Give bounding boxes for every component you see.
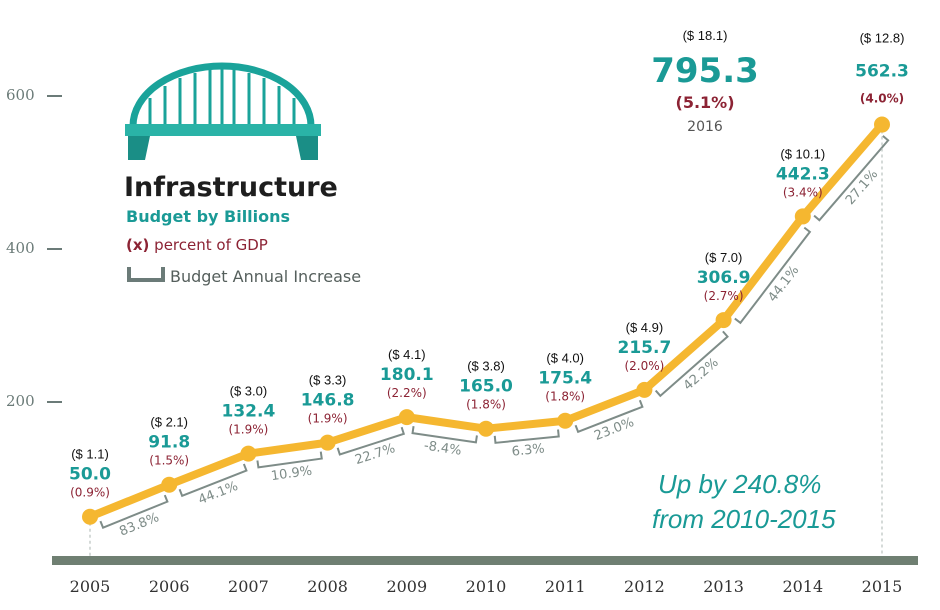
value-label: 91.8: [148, 433, 190, 453]
value-label: 165.0: [459, 377, 513, 397]
increase-bracket: [411, 426, 478, 444]
chart-subtitle: Budget by Billions: [126, 207, 290, 226]
data-point: [240, 445, 257, 462]
annotation-line-1: Up by 240.8%: [658, 469, 821, 499]
gdp-label: (1.9%): [228, 423, 268, 437]
gdp-label: (2.7%): [704, 289, 744, 303]
billion-label: ($ 4.9): [626, 320, 664, 335]
chart-title: Infrastructure: [124, 172, 338, 203]
increase-label: -8.4%: [423, 438, 462, 458]
increase-label: 83.8%: [117, 510, 161, 539]
data-point: [161, 476, 178, 493]
y-tick-400: 400: [6, 239, 35, 257]
value-label: 442.3: [776, 164, 830, 184]
increase-bracket: [654, 330, 729, 398]
y-tick-600: 600: [6, 86, 35, 104]
callout-2016-year: 2016: [687, 119, 723, 135]
value-label: 215.7: [618, 338, 672, 358]
billion-label: ($ 2.1): [150, 415, 188, 430]
billion-label: ($ 4.0): [546, 351, 584, 366]
increase-label: 22.7%: [353, 441, 397, 468]
billion-label: ($ 3.0): [230, 384, 268, 399]
x-tick-label: 2014: [782, 577, 823, 596]
x-tick-label: 2005: [70, 577, 111, 596]
x-axis-baseline: [52, 556, 918, 565]
billion-label: ($ 1.1): [71, 447, 109, 462]
callout-2016-value: 795.3: [651, 51, 759, 91]
data-points: [82, 116, 890, 525]
increase-label: 10.9%: [270, 464, 313, 485]
data-labels: ($ 1.1) 50.0(0.9%) ($ 2.1) 91.8(1.5%) ($ 3.0…: [69, 31, 909, 500]
legend-bracket-icon: [127, 267, 165, 282]
value-label: 132.4: [222, 402, 276, 422]
billion-label: ($ 10.1): [780, 146, 825, 161]
increase-label: 6.3%: [511, 441, 545, 459]
gdp-label: (1.5%): [149, 454, 189, 468]
x-axis: 2005 2006 2007 2008 2009 2010 2011 2012 2013 2014…: [70, 577, 903, 596]
increase-bracket: [336, 426, 406, 456]
gdp-label: (1.9%): [308, 412, 348, 426]
data-point: [794, 208, 811, 225]
x-tick-label: 2015: [862, 577, 903, 596]
increase-bracket: [178, 463, 248, 498]
x-tick-label: 2011: [545, 577, 586, 596]
data-point: [82, 508, 98, 525]
bridge-icon: [125, 62, 321, 160]
x-tick-label: 2010: [466, 577, 507, 596]
callout-2016-pct: (5.1%): [676, 93, 735, 112]
increase-bracket: [256, 451, 323, 469]
data-point: [398, 409, 415, 426]
increase-bracket: [493, 429, 560, 444]
x-tick-label: 2008: [307, 577, 348, 596]
value-label: 175.4: [538, 369, 592, 389]
x-tick-label: 2009: [386, 577, 427, 596]
value-label: 180.1: [380, 365, 434, 385]
data-point: [557, 412, 574, 429]
gdp-label: (2.2%): [387, 386, 427, 400]
y-axis: 600 400 200: [6, 86, 62, 410]
callout-2016-billion: ($ 18.1): [683, 28, 728, 43]
x-tick-label: 2007: [228, 577, 269, 596]
value-label: 562.3: [855, 62, 909, 82]
value-label: 146.8: [301, 391, 355, 411]
value-label: 306.9: [697, 268, 751, 288]
billion-label: ($ 7.0): [705, 250, 743, 265]
billion-label: ($ 4.1): [388, 347, 426, 362]
y-tick-200: 200: [6, 392, 35, 410]
gdp-label: (4.0%): [860, 92, 904, 106]
gdp-label: (2.0%): [624, 359, 664, 373]
data-point: [715, 312, 732, 329]
billion-label: ($ 12.8): [860, 31, 905, 46]
data-point: [874, 116, 890, 133]
gdp-label: (1.8%): [466, 398, 506, 412]
increase-bracket: [813, 135, 890, 222]
annotation-line-2: from 2010-2015: [652, 504, 836, 534]
billion-label: ($ 3.3): [309, 373, 347, 388]
callout-2016: ($ 18.1) 795.3 (5.1%) 2016: [651, 28, 759, 135]
increase-bracket: [99, 494, 169, 529]
guide-lines: [89, 130, 883, 556]
x-tick-label: 2006: [149, 577, 190, 596]
increase-label: 44.1%: [196, 479, 240, 508]
legend-gdp: (x) percent of GDP: [126, 236, 268, 254]
data-point: [319, 434, 336, 451]
increase-bracket: [734, 226, 812, 325]
increase-label: 23.0%: [592, 415, 636, 444]
increase-bracket: [574, 399, 644, 434]
x-tick-label: 2012: [624, 577, 665, 596]
data-point: [636, 381, 653, 398]
gdp-label: (3.4%): [783, 185, 823, 199]
x-tick-label: 2013: [703, 577, 744, 596]
gdp-label: (1.8%): [545, 390, 585, 404]
legend-increase: Budget Annual Increase: [170, 267, 361, 286]
gdp-label: (0.9%): [70, 486, 110, 500]
data-point: [478, 420, 494, 437]
billion-label: ($ 3.8): [467, 359, 505, 374]
value-label: 50.0: [69, 465, 111, 485]
